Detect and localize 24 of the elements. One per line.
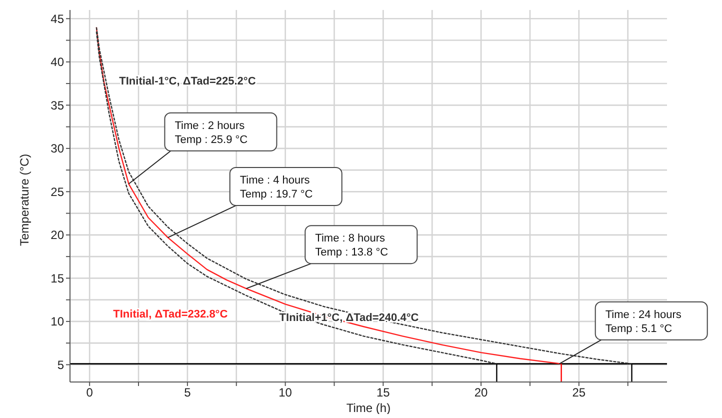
annotation: Time : 4 hours Temp : 19.7 °C xyxy=(240,174,313,201)
x-tick-label: 0 xyxy=(86,386,94,400)
y-tick-label: 35 xyxy=(50,98,64,112)
y-tick-label: 5 xyxy=(57,358,64,372)
annotation: Time : 24 hours Temp : 5.1 °C xyxy=(605,308,682,335)
x-tick-label: 10 xyxy=(278,386,292,400)
y-axis-title: Temperature (°C) xyxy=(17,154,32,246)
y-tick-label: 10 xyxy=(50,314,64,329)
annotation: Time : 2 hours Temp : 25.9 °C xyxy=(174,120,248,146)
annotation: Time : 8 hours Temp : 13.8 °C xyxy=(315,232,388,259)
y-tick-label: 45 xyxy=(50,12,64,26)
x-tick-label: 15 xyxy=(376,386,390,400)
y-tick-label: 30 xyxy=(50,142,64,156)
callout: Time : 8 hours Temp : 13.8 °C xyxy=(246,225,418,290)
callout: Time : 24 hours Temp : 5.1 °C xyxy=(558,301,708,364)
x-tick-label: 25 xyxy=(572,386,586,400)
y-tick-label: 40 xyxy=(50,55,64,70)
x-tick-label: 5 xyxy=(184,386,192,400)
series-label: TInitial-1°C, ΔTad=225.2°C xyxy=(119,76,256,88)
x-tick-label: 20 xyxy=(474,386,488,400)
y-tick-label: 20 xyxy=(50,228,64,242)
y-tick-label: 15 xyxy=(50,271,64,286)
y-tick-label: 25 xyxy=(50,184,64,199)
text: TInitial, ΔTad=232.8°C xyxy=(113,308,228,321)
